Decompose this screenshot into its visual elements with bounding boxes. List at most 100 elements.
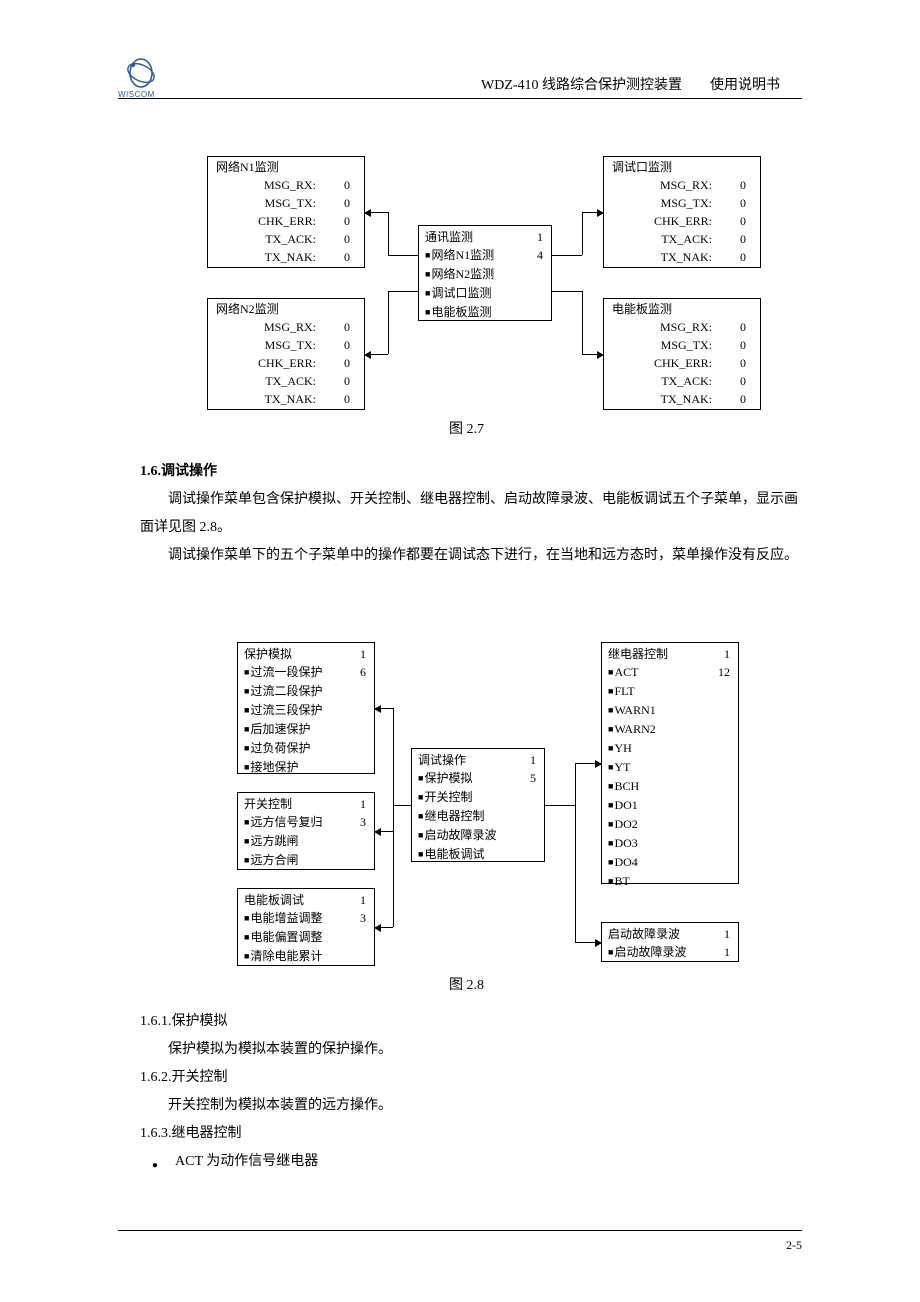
monitor-value: 0: [712, 194, 746, 212]
monitor-key: MSG_RX:: [620, 176, 712, 194]
menu-item[interactable]: WARN2: [608, 720, 730, 739]
fault-record-menu-header: 启动故障录波1: [608, 925, 730, 943]
relay-ctrl-menu-header: 继电器控制1: [608, 645, 730, 663]
monitor-value: 0: [316, 212, 350, 230]
menu-item[interactable]: 接地保护: [244, 758, 366, 777]
monitor-key: TX_NAK:: [620, 390, 712, 408]
monitor-key: CHK_ERR:: [620, 212, 712, 230]
menu-item[interactable]: YH: [608, 739, 730, 758]
monitor-row: TX_NAK:0: [604, 248, 760, 266]
menu-item[interactable]: 过流三段保护: [244, 701, 366, 720]
relay-ctrl-menu-title: 继电器控制: [608, 645, 710, 663]
monitor-row: MSG_TX:0: [604, 194, 760, 212]
menu-item[interactable]: WARN1: [608, 701, 730, 720]
menu-item[interactable]: 清除电能累计: [244, 947, 366, 966]
connector-seg: [552, 291, 582, 292]
menu-item[interactable]: ACT: [608, 663, 710, 682]
menu-item[interactable]: 网络N1监测: [425, 246, 523, 265]
comm-monitor-menu-title: 通讯监测: [425, 228, 523, 246]
monitor-row: MSG_RX:0: [208, 318, 364, 336]
connector-seg: [388, 255, 418, 256]
switch-ctrl-menu-idx: 1: [346, 795, 366, 813]
menu-item[interactable]: 启动故障录波: [418, 826, 536, 845]
debug-op-menu-title: 调试操作: [418, 751, 516, 769]
monitor-key: TX_ACK:: [620, 230, 712, 248]
monitor-row: CHK_ERR:0: [604, 212, 760, 230]
menu-item[interactable]: 过流二段保护: [244, 682, 366, 701]
monitor-value: 0: [712, 212, 746, 230]
net-n1-monitor-title: 网络N1监测: [208, 157, 364, 176]
debug-op-menu-idx: 1: [516, 751, 536, 769]
sec-1-6-2-p: 开关控制为模拟本装置的远方操作。: [140, 1092, 800, 1120]
sec-1-6-p1: 调试操作菜单包含保护模拟、开关控制、继电器控制、启动故障录波、电能板调试五个子菜…: [140, 486, 800, 542]
monitor-key: MSG_RX:: [224, 318, 316, 336]
menu-item[interactable]: DO4: [608, 853, 730, 872]
menu-item[interactable]: YT: [608, 758, 730, 777]
sec-1-6-3-heading: 1.6.3.继电器控制: [140, 1120, 800, 1148]
monitor-value: 0: [712, 390, 746, 408]
monitor-row: CHK_ERR:0: [208, 212, 364, 230]
power-debug-menu-title: 电能板调试: [244, 891, 346, 909]
connector-arrow: [375, 927, 393, 928]
power-board-monitor: 电能板监测MSG_RX:0MSG_TX:0CHK_ERR:0TX_ACK:0TX…: [603, 298, 761, 410]
menu-item[interactable]: FLT: [608, 682, 730, 701]
monitor-key: TX_NAK:: [620, 248, 712, 266]
menu-item[interactable]: 远方合闸: [244, 851, 366, 870]
menu-item[interactable]: DO3: [608, 834, 730, 853]
monitor-row: TX_NAK:0: [208, 248, 364, 266]
connector-arrow: [375, 708, 393, 709]
menu-item[interactable]: 电能板监测: [425, 303, 543, 322]
menu-item[interactable]: 电能增益调整: [244, 909, 346, 928]
header-title: WDZ-410 线路综合保护测控装置: [481, 74, 682, 94]
power-debug-menu-header: 电能板调试1: [244, 891, 366, 909]
fig28-caption: 图 2.8: [449, 974, 484, 994]
protect-sim-menu-header: 保护模拟1: [244, 645, 366, 663]
monitor-row: TX_ACK:0: [208, 230, 364, 248]
comm-monitor-menu: 通讯监测1网络N1监测4网络N2监测调试口监测电能板监测: [418, 225, 552, 321]
menu-item[interactable]: 远方信号复归: [244, 813, 346, 832]
monitor-value: 0: [712, 372, 746, 390]
menu-item[interactable]: 电能偏置调整: [244, 928, 366, 947]
monitor-key: MSG_TX:: [620, 336, 712, 354]
monitor-key: MSG_TX:: [620, 194, 712, 212]
power-debug-menu: 电能板调试1电能增益调整3电能偏置调整清除电能累计: [237, 888, 375, 966]
monitor-row: MSG_TX:0: [604, 336, 760, 354]
menu-item[interactable]: DO1: [608, 796, 730, 815]
monitor-key: MSG_RX:: [224, 176, 316, 194]
monitor-row: TX_ACK:0: [604, 372, 760, 390]
monitor-row: TX_NAK:0: [208, 390, 364, 408]
menu-item[interactable]: 开关控制: [418, 788, 536, 807]
menu-item[interactable]: 过负荷保护: [244, 739, 366, 758]
monitor-key: CHK_ERR:: [620, 354, 712, 372]
menu-item[interactable]: 网络N2监测: [425, 265, 543, 284]
menu-item[interactable]: 启动故障录波: [608, 943, 710, 962]
menu-item[interactable]: 继电器控制: [418, 807, 536, 826]
connector-arrow: [575, 942, 601, 943]
menu-item[interactable]: 保护模拟: [418, 769, 516, 788]
connector-arrow: [365, 354, 388, 355]
relay-ctrl-menu: 继电器控制1ACT12FLTWARN1WARN2YHYTBCHDO1DO2DO3…: [601, 642, 739, 884]
monitor-row: TX_ACK:0: [208, 372, 364, 390]
menu-item[interactable]: 调试口监测: [425, 284, 543, 303]
comm-monitor-menu-idx: 1: [523, 228, 543, 246]
monitor-value: 0: [712, 336, 746, 354]
switch-ctrl-menu-count: 3: [346, 813, 366, 832]
monitor-key: MSG_RX:: [620, 318, 712, 336]
menu-item[interactable]: BT: [608, 872, 730, 891]
menu-item[interactable]: 过流一段保护: [244, 663, 346, 682]
menu-item[interactable]: BCH: [608, 777, 730, 796]
connector-seg: [393, 805, 394, 927]
wiscom-logo: [124, 56, 158, 90]
menu-item[interactable]: 电能板调试: [418, 845, 536, 864]
monitor-value: 0: [712, 176, 746, 194]
monitor-value: 0: [316, 230, 350, 248]
sec-1-6-1-p: 保护模拟为模拟本装置的保护操作。: [140, 1036, 800, 1064]
menu-item[interactable]: 远方跳闸: [244, 832, 366, 851]
menu-item-value: 1: [710, 943, 730, 962]
menu-item[interactable]: 后加速保护: [244, 720, 366, 739]
debug-port-monitor: 调试口监测MSG_RX:0MSG_TX:0CHK_ERR:0TX_ACK:0TX…: [603, 156, 761, 268]
menu-item[interactable]: DO2: [608, 815, 730, 834]
monitor-key: MSG_TX:: [224, 336, 316, 354]
protect-sim-menu-idx: 1: [346, 645, 366, 663]
monitor-key: TX_ACK:: [620, 372, 712, 390]
